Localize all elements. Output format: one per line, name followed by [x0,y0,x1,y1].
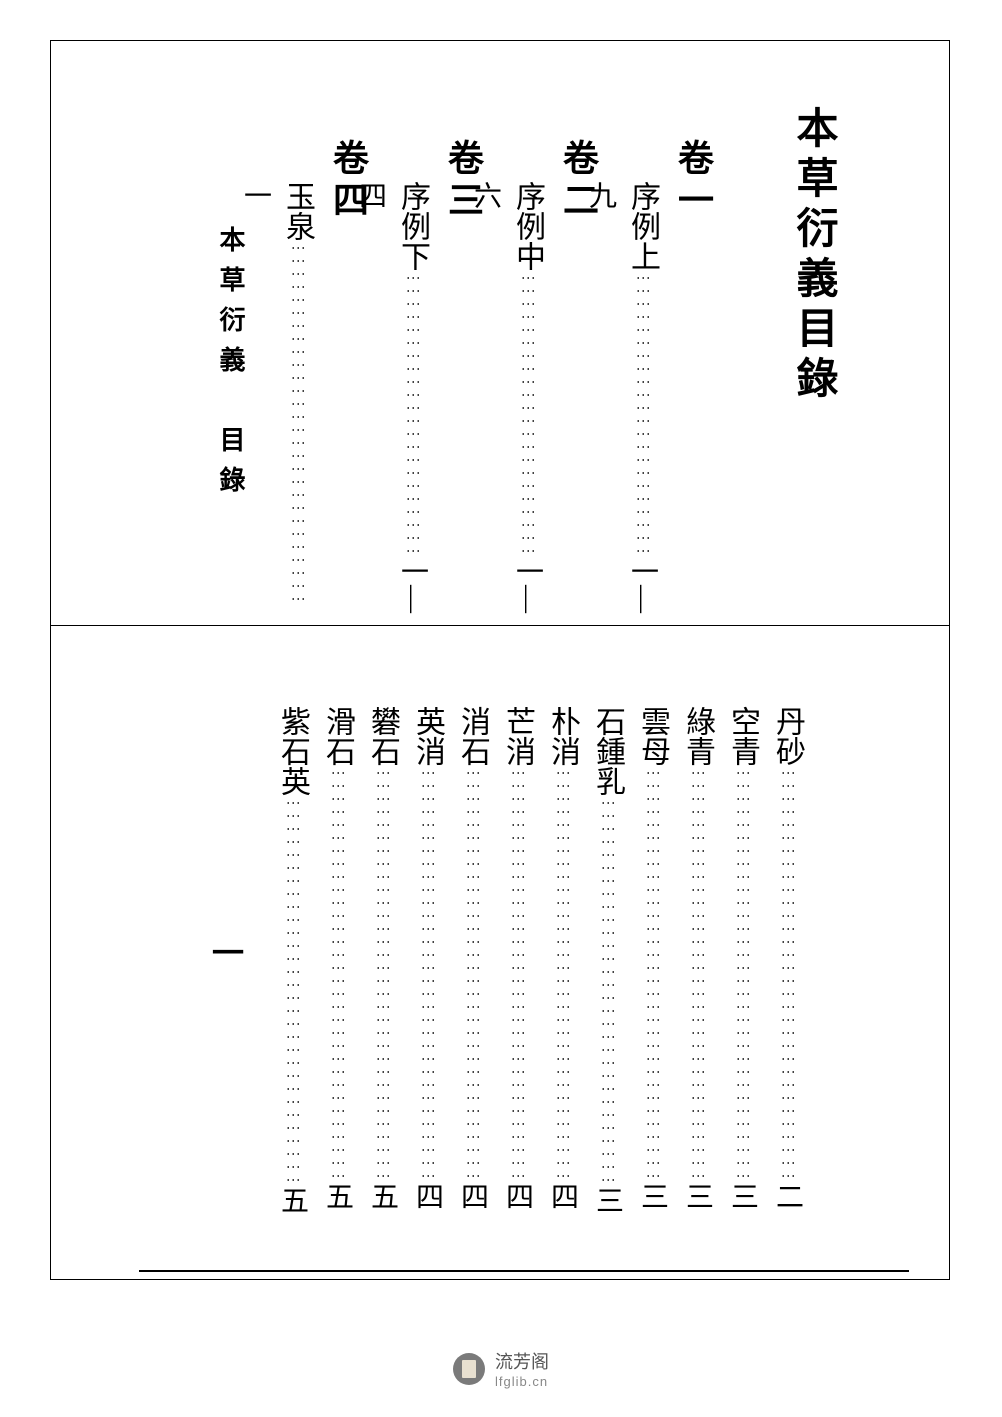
toc-entry: 紫石英⋮⋮⋮⋮⋮⋮⋮⋮⋮⋮⋮⋮⋮⋮⋮⋮⋮⋮⋮⋮⋮⋮⋮⋮⋮⋮⋮⋮⋮⋮五 [270,626,314,1276]
leader-dots: ⋮⋮⋮⋮⋮⋮⋮⋮⋮⋮⋮⋮⋮⋮⋮⋮⋮⋮⋮⋮⋮⋮⋮⋮⋮⋮⋮⋮⋮⋮ [285,796,300,1186]
leader-dots: ⋮⋮⋮⋮⋮⋮⋮⋮⋮⋮⋮⋮⋮⋮⋮⋮⋮⋮⋮⋮⋮⋮⋮⋮⋮⋮⋮⋮⋮⋮⋮⋮ [330,766,345,1182]
running-head: 本草衍義 目錄 [212,226,249,506]
toc-entry: 芒消⋮⋮⋮⋮⋮⋮⋮⋮⋮⋮⋮⋮⋮⋮⋮⋮⋮⋮⋮⋮⋮⋮⋮⋮⋮⋮⋮⋮⋮⋮⋮⋮四 [495,626,539,1276]
toc-entry: 朴消⋮⋮⋮⋮⋮⋮⋮⋮⋮⋮⋮⋮⋮⋮⋮⋮⋮⋮⋮⋮⋮⋮⋮⋮⋮⋮⋮⋮⋮⋮⋮⋮四 [540,626,584,1276]
toc-entry: 石鍾乳⋮⋮⋮⋮⋮⋮⋮⋮⋮⋮⋮⋮⋮⋮⋮⋮⋮⋮⋮⋮⋮⋮⋮⋮⋮⋮⋮⋮⋮⋮三 [585,626,629,1276]
page-ref: 一 [240,181,271,209]
toc-entry: 空青⋮⋮⋮⋮⋮⋮⋮⋮⋮⋮⋮⋮⋮⋮⋮⋮⋮⋮⋮⋮⋮⋮⋮⋮⋮⋮⋮⋮⋮⋮⋮⋮三 [720,626,764,1276]
entry-label: 空青 [726,706,759,766]
page-ref: 五 [367,1182,398,1210]
vol-4-heading: 卷四 [322,41,374,625]
entry-label: 石鍾乳 [591,706,624,796]
entry-label: 朴消 [546,706,579,766]
page-ref: 四 [547,1182,578,1210]
page-ref: 四 [502,1182,533,1210]
leader-dots: ⋮⋮⋮⋮⋮⋮⋮⋮⋮⋮⋮⋮⋮⋮⋮⋮⋮⋮⋮⋮⋮⋮⋮⋮⋮⋮⋮⋮⋮⋮⋮⋮ [555,766,570,1182]
top-section: 本草衍義目錄 卷一 序例上⋮⋮⋮⋮⋮⋮⋮⋮⋮⋮⋮⋮⋮⋮⋮⋮⋮⋮⋮⋮⋮⋮一—九 卷… [51,41,949,626]
leader-dots: ⋮⋮⋮⋮⋮⋮⋮⋮⋮⋮⋮⋮⋮⋮⋮⋮⋮⋮⋮⋮⋮⋮⋮⋮⋮⋮⋮⋮⋮⋮⋮⋮ [420,766,435,1182]
book-icon [453,1353,485,1385]
toc-entry: 滑石⋮⋮⋮⋮⋮⋮⋮⋮⋮⋮⋮⋮⋮⋮⋮⋮⋮⋮⋮⋮⋮⋮⋮⋮⋮⋮⋮⋮⋮⋮⋮⋮五 [315,626,359,1276]
entry-label: 芒消 [501,706,534,766]
entry-label: 序例下 [396,181,429,271]
page-ref: 五 [322,1182,353,1210]
page-ref: 三 [727,1182,758,1210]
entry-label: 綠青 [681,706,714,766]
bottom-rule [139,1270,909,1272]
leader-dots: ⋮⋮⋮⋮⋮⋮⋮⋮⋮⋮⋮⋮⋮⋮⋮⋮⋮⋮⋮⋮⋮⋮⋮⋮⋮⋮⋮⋮⋮⋮⋮⋮ [375,766,390,1182]
entry-label: 英消 [411,706,444,766]
leader-dots: ⋮⋮⋮⋮⋮⋮⋮⋮⋮⋮⋮⋮⋮⋮⋮⋮⋮⋮⋮⋮⋮⋮ [520,271,535,557]
page-ref: 五 [277,1186,308,1214]
page-ref: 三 [637,1182,668,1210]
document-title: 本草衍義目錄 [783,106,844,406]
page-ref: 三 [682,1182,713,1210]
entry-label: 消石 [456,706,489,766]
leader-dots: ⋮⋮⋮⋮⋮⋮⋮⋮⋮⋮⋮⋮⋮⋮⋮⋮⋮⋮⋮⋮⋮⋮⋮⋮⋮⋮⋮⋮⋮⋮ [600,796,615,1186]
leader-dots: ⋮⋮⋮⋮⋮⋮⋮⋮⋮⋮⋮⋮⋮⋮⋮⋮⋮⋮⋮⋮⋮⋮ [635,271,650,557]
watermark-en: lfglib.cn [495,1374,549,1389]
entry-label: 丹砂 [771,706,804,766]
vol-1-heading: 卷一 [667,41,719,625]
page-ref: 四 [457,1182,488,1210]
entry-label: 序例上 [626,181,659,271]
leader-dots: ⋮⋮⋮⋮⋮⋮⋮⋮⋮⋮⋮⋮⋮⋮⋮⋮⋮⋮⋮⋮⋮⋮⋮⋮⋮⋮⋮⋮⋮⋮⋮⋮ [690,766,705,1182]
page-ref: 二 [772,1182,803,1210]
leader-dots: ⋮⋮⋮⋮⋮⋮⋮⋮⋮⋮⋮⋮⋮⋮⋮⋮⋮⋮⋮⋮⋮⋮⋮⋮⋮⋮⋮⋮⋮⋮⋮⋮ [465,766,480,1182]
watermark-text: 流芳阁 lfglib.cn [495,1348,549,1389]
heading-text: 卷二 [552,139,604,625]
page-ref: 三 [592,1186,623,1214]
watermark-cn: 流芳阁 [495,1348,549,1374]
leader-dots: ⋮⋮⋮⋮⋮⋮⋮⋮⋮⋮⋮⋮⋮⋮⋮⋮⋮⋮⋮⋮⋮⋮⋮⋮⋮⋮⋮⋮⋮⋮⋮⋮ [780,766,795,1182]
leader-dots: ⋮⋮⋮⋮⋮⋮⋮⋮⋮⋮⋮⋮⋮⋮⋮⋮⋮⋮⋮⋮⋮⋮⋮⋮⋮⋮⋮⋮⋮⋮⋮⋮ [645,766,660,1182]
leader-dots: ⋮⋮⋮⋮⋮⋮⋮⋮⋮⋮⋮⋮⋮⋮⋮⋮⋮⋮⋮⋮⋮⋮⋮⋮⋮⋮⋮⋮⋮⋮⋮⋮ [510,766,525,1182]
vol-3-heading: 卷三 [437,41,489,625]
toc-entry: 綠青⋮⋮⋮⋮⋮⋮⋮⋮⋮⋮⋮⋮⋮⋮⋮⋮⋮⋮⋮⋮⋮⋮⋮⋮⋮⋮⋮⋮⋮⋮⋮⋮三 [675,626,719,1276]
entry-label: 雲母 [636,706,669,766]
toc-entry: 礬石⋮⋮⋮⋮⋮⋮⋮⋮⋮⋮⋮⋮⋮⋮⋮⋮⋮⋮⋮⋮⋮⋮⋮⋮⋮⋮⋮⋮⋮⋮⋮⋮五 [360,626,404,1276]
leader-dots: ⋮⋮⋮⋮⋮⋮⋮⋮⋮⋮⋮⋮⋮⋮⋮⋮⋮⋮⋮⋮⋮⋮⋮⋮⋮⋮⋮⋮⋮⋮⋮⋮ [735,766,750,1182]
leader-dots: ⋮⋮⋮⋮⋮⋮⋮⋮⋮⋮⋮⋮⋮⋮⋮⋮⋮⋮⋮⋮⋮⋮⋮⋮⋮⋮⋮⋮ [290,241,305,605]
entry-label: 紫石英 [276,706,309,796]
watermark: 流芳阁 lfglib.cn [453,1348,549,1389]
toc-entry: 英消⋮⋮⋮⋮⋮⋮⋮⋮⋮⋮⋮⋮⋮⋮⋮⋮⋮⋮⋮⋮⋮⋮⋮⋮⋮⋮⋮⋮⋮⋮⋮⋮四 [405,626,449,1276]
toc-entry: 消石⋮⋮⋮⋮⋮⋮⋮⋮⋮⋮⋮⋮⋮⋮⋮⋮⋮⋮⋮⋮⋮⋮⋮⋮⋮⋮⋮⋮⋮⋮⋮⋮四 [450,626,494,1276]
heading-text: 卷四 [322,139,374,625]
page-ref: 四 [412,1182,443,1210]
leader-dots: ⋮⋮⋮⋮⋮⋮⋮⋮⋮⋮⋮⋮⋮⋮⋮⋮⋮⋮⋮⋮⋮⋮ [405,271,420,557]
toc-entry: 雲母⋮⋮⋮⋮⋮⋮⋮⋮⋮⋮⋮⋮⋮⋮⋮⋮⋮⋮⋮⋮⋮⋮⋮⋮⋮⋮⋮⋮⋮⋮⋮⋮三 [630,626,674,1276]
page-frame: 本草衍義目錄 卷一 序例上⋮⋮⋮⋮⋮⋮⋮⋮⋮⋮⋮⋮⋮⋮⋮⋮⋮⋮⋮⋮⋮⋮一—九 卷… [50,40,950,1280]
heading-text: 卷三 [437,139,489,625]
bottom-section: 丹砂⋮⋮⋮⋮⋮⋮⋮⋮⋮⋮⋮⋮⋮⋮⋮⋮⋮⋮⋮⋮⋮⋮⋮⋮⋮⋮⋮⋮⋮⋮⋮⋮二空青⋮⋮⋮… [51,626,949,1276]
entry-label: 礬石 [366,706,399,766]
heading-text: 卷一 [667,139,719,625]
toc-entry: 丹砂⋮⋮⋮⋮⋮⋮⋮⋮⋮⋮⋮⋮⋮⋮⋮⋮⋮⋮⋮⋮⋮⋮⋮⋮⋮⋮⋮⋮⋮⋮⋮⋮二 [765,626,809,1276]
page-number: 一 [203,936,249,968]
vol-2-heading: 卷二 [552,41,604,625]
entry-label: 玉泉 [281,181,314,241]
entry-label: 序例中 [511,181,544,271]
entry-label: 滑石 [321,706,354,766]
